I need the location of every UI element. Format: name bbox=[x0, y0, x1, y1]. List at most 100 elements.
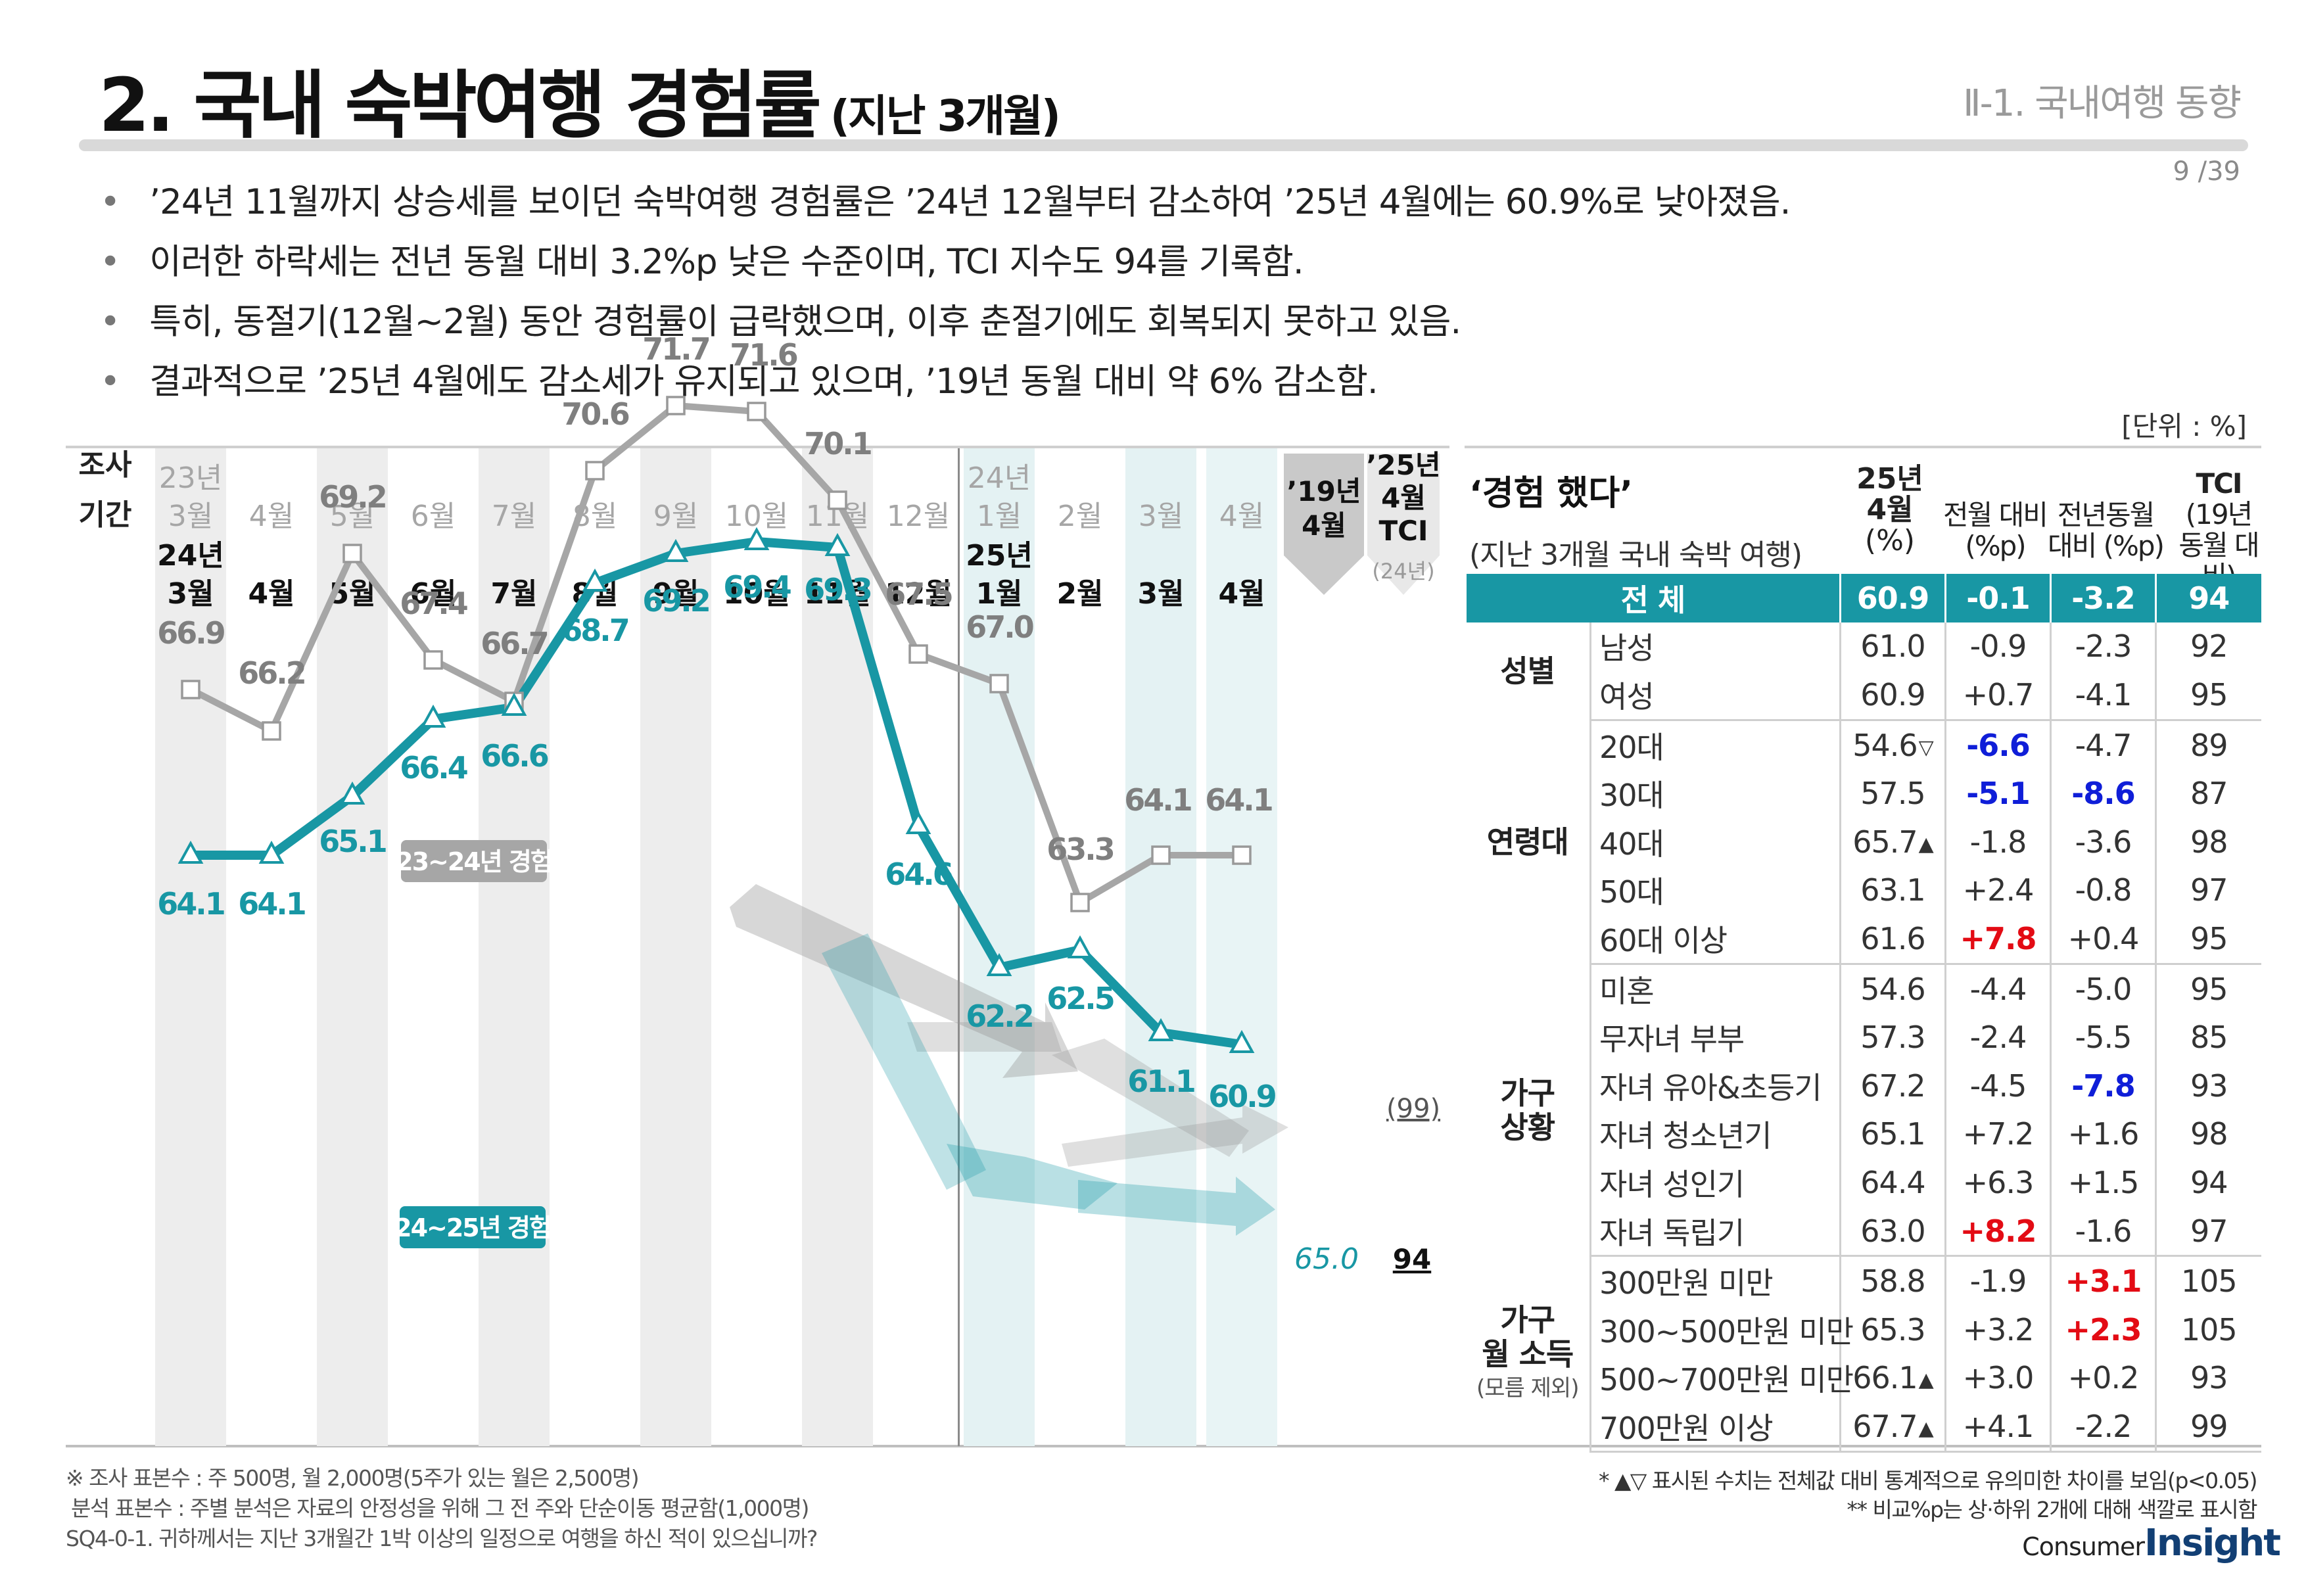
ref-2019-value: 65.0 bbox=[1294, 1242, 1359, 1276]
value-yoy: +3.1 bbox=[2050, 1256, 2156, 1305]
group-label-line: 가구 bbox=[1500, 1075, 1555, 1111]
title-sub: (지난 3개월) bbox=[830, 91, 1061, 141]
legend-box-23-24 bbox=[401, 840, 547, 882]
curr-month-label: 9월 bbox=[652, 577, 699, 611]
unit-label: [단위 : %] bbox=[2121, 410, 2247, 442]
marker-24-25 bbox=[339, 781, 365, 805]
value-yoy: -4.7 bbox=[2050, 720, 2156, 770]
month-stripe bbox=[1125, 448, 1196, 1446]
prev-month-label: 2월 bbox=[1058, 500, 1102, 533]
month-stripe bbox=[964, 448, 1035, 1446]
value-tci: 93 bbox=[2155, 1061, 2261, 1110]
group-label-line: (모름 제외) bbox=[1476, 1374, 1579, 1401]
footnote-sample: ※ 조사 표본수 : 주 500명, 월 2,000명(5주가 있는 월은 2,… bbox=[66, 1465, 640, 1491]
label-24-25: 69.3 bbox=[804, 572, 871, 607]
teal-trend-arrow-3 bbox=[1078, 1177, 1275, 1236]
significant-up-icon: ▲ bbox=[1918, 1369, 1934, 1392]
value-current: 66.1▲ bbox=[1839, 1353, 1946, 1403]
row-label: 50대 bbox=[1589, 866, 1841, 915]
group-label: 성별 bbox=[1466, 622, 1591, 720]
gray-trend-arrow-2 bbox=[907, 1022, 1062, 1052]
marker-24-25 bbox=[582, 568, 608, 592]
tci-header: TCI bbox=[1378, 515, 1428, 547]
row-label: 자녀 청소년기 bbox=[1589, 1110, 1841, 1159]
value-current: 67.7▲ bbox=[1839, 1402, 1946, 1453]
label-24-25: 66.4 bbox=[400, 750, 467, 786]
row-label: 500~700만원 미만 bbox=[1589, 1353, 1854, 1403]
logo-main: Insight bbox=[2144, 1522, 2281, 1564]
group-label: 연령대 bbox=[1466, 720, 1591, 964]
tci-header: 4월 bbox=[1381, 482, 1426, 514]
page-title: 2. 국내 숙박여행 경험률 (지난 3개월) bbox=[99, 46, 1061, 153]
value-yoy: -8.6 bbox=[2050, 769, 2156, 818]
gray-trend-arrow-1 bbox=[730, 884, 1078, 1078]
table-row: 700만원 이상 67.7▲ +4.1 -2.2 99 bbox=[1466, 1402, 2261, 1453]
value-tci: 87 bbox=[2155, 769, 2261, 818]
value-tci: 94 bbox=[2155, 1158, 2261, 1207]
row-label: 700만원 이상 bbox=[1589, 1402, 1841, 1453]
value-tci: 97 bbox=[2155, 1206, 2261, 1257]
row-label: 40대 bbox=[1589, 817, 1841, 866]
label-24-25: 68.7 bbox=[561, 613, 628, 648]
col-header-line: 전월 대비 bbox=[1943, 499, 2048, 531]
label-23-24: 64.1 bbox=[1205, 782, 1272, 818]
label-24-25: 62.2 bbox=[966, 998, 1033, 1034]
table-row: 무자녀 부부 57.3 -2.4 -5.5 85 bbox=[1466, 1013, 2261, 1062]
value-tci: 99 bbox=[2155, 1402, 2261, 1453]
label-24-25: 69.2 bbox=[642, 583, 709, 619]
row-label: 30대 bbox=[1589, 769, 1841, 818]
col-header-yoy: 전년동월 대비 (%p) bbox=[2036, 500, 2175, 561]
ref-2019-header-shape bbox=[1284, 454, 1364, 595]
value-current: 57.3 bbox=[1839, 1013, 1946, 1062]
col-header-line: TCI bbox=[2196, 467, 2242, 500]
period-label: 조사 bbox=[79, 448, 132, 482]
col-header-line: 대비 (%p) bbox=[2048, 530, 2165, 562]
value-current: 65.7▲ bbox=[1839, 817, 1946, 866]
col-header-current: 25년 4월 (%) bbox=[1831, 463, 1949, 556]
marker-23-24 bbox=[1070, 893, 1090, 912]
curr-month-label: 3월 bbox=[1137, 577, 1184, 611]
col-header-line: 4월 bbox=[1866, 493, 1914, 527]
value-tci: 95 bbox=[2155, 964, 2261, 1014]
table-row: 자녀 독립기 63.0 +8.2 -1.6 97 bbox=[1466, 1206, 2261, 1257]
marker-23-24 bbox=[262, 721, 281, 741]
label-23-24: 67.4 bbox=[400, 586, 467, 621]
row-label: 자녀 유아&초등기 bbox=[1589, 1061, 1841, 1110]
group-label-line: 가구 bbox=[1500, 1302, 1555, 1338]
curr-month-label: 4월 bbox=[248, 577, 294, 611]
value-mom: +6.3 bbox=[1944, 1158, 2051, 1207]
value-tci: 98 bbox=[2155, 1110, 2261, 1159]
curr-month-label: 4월 bbox=[1218, 577, 1265, 611]
marker-24-25 bbox=[1148, 1018, 1174, 1041]
prev-month-label: 4월 bbox=[1219, 500, 1264, 533]
stats-table: 전 체 60.9 -0.1 -3.2 94 성별 남성 61.0 -0.9 -2.3 92 여성 60.… bbox=[1465, 574, 2261, 1453]
label-23-24: 69.2 bbox=[319, 479, 386, 515]
significant-up-icon: ▲ bbox=[1918, 1417, 1934, 1440]
total-value: -3.2 bbox=[2050, 574, 2156, 622]
curr-month-label: 6월 bbox=[410, 577, 456, 611]
prev-month-label: 3월 bbox=[168, 500, 213, 533]
value-yoy: -2.3 bbox=[2050, 622, 2156, 671]
tci-header: ’25년 bbox=[1366, 449, 1440, 481]
value-tci: 89 bbox=[2155, 720, 2261, 770]
curr-month-label: 7월 bbox=[490, 577, 537, 611]
table-subtitle: (지난 3개월 국내 숙박 여행) bbox=[1469, 538, 1802, 572]
value-yoy: -1.6 bbox=[2050, 1206, 2156, 1257]
prev-month-label: 4월 bbox=[249, 500, 294, 533]
value-yoy: -4.1 bbox=[2050, 670, 2156, 721]
value-mom: -2.4 bbox=[1944, 1013, 2051, 1062]
month-stripe bbox=[640, 448, 711, 1446]
table-row: 가구 월 소득 (모름 제외) 300만원 미만 58.8 -1.9 +3.1 105 bbox=[1466, 1256, 2261, 1401]
page-number: 9 /39 bbox=[2173, 156, 2240, 187]
prev-month-label: 3월 bbox=[1139, 500, 1183, 533]
prev-month-label: 7월 bbox=[492, 500, 536, 533]
current-month-stripe bbox=[1206, 448, 1277, 1446]
row-label: 자녀 성인기 bbox=[1589, 1158, 1841, 1207]
value-current: 63.1 bbox=[1839, 866, 1946, 915]
marker-24-25 bbox=[1229, 1029, 1255, 1053]
value-current: 63.0 bbox=[1839, 1206, 1946, 1257]
value-mom: +2.4 bbox=[1944, 866, 2051, 915]
value-mom: -5.1 bbox=[1944, 769, 2051, 818]
marker-23-24 bbox=[747, 402, 766, 421]
